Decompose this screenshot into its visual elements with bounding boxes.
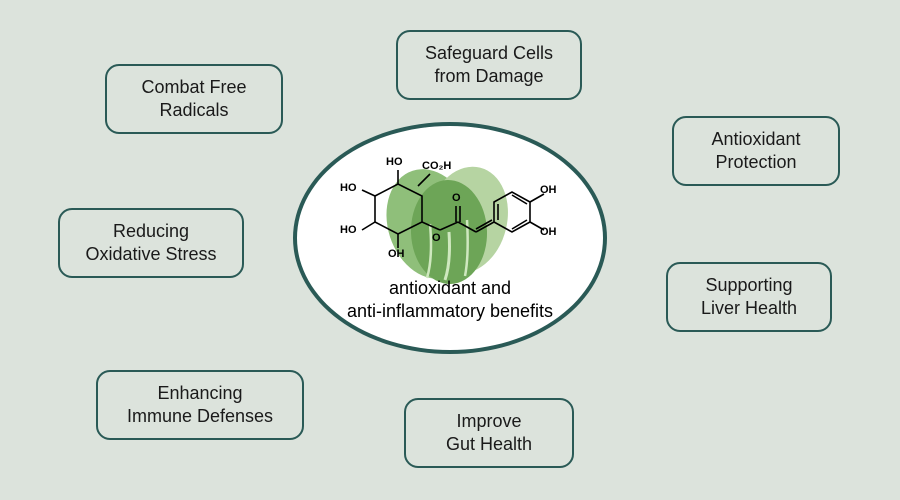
benefit-line2: Liver Health [701,298,797,318]
benefit-line1: Antioxidant [711,129,800,149]
benefit-box-antioxidant-protection: Antioxidant Protection [672,116,840,186]
benefit-line2: Protection [715,152,796,172]
center-caption: antioxidant and anti-inflammatory benefi… [347,277,553,322]
benefit-line1: Reducing [113,221,189,241]
benefit-box-improve-gut: Improve Gut Health [404,398,574,468]
benefit-box-enhancing-immune: Enhancing Immune Defenses [96,370,304,440]
mol-label-ohring1: OH [540,226,557,238]
center-line2: anti-inflammatory benefits [347,301,553,321]
mol-label-ho2: HO [340,182,357,194]
mol-label-ho: HO [386,156,403,168]
benefit-box-reducing-oxidative: Reducing Oxidative Stress [58,208,244,278]
mol-label-co2h: CO₂H [422,160,451,172]
benefit-box-combat-free-radicals: Combat Free Radicals [105,64,283,134]
mol-label-oh1: OH [388,248,405,260]
benefit-line2: Immune Defenses [127,406,273,426]
benefit-line1: Combat Free [141,77,246,97]
mol-label-dblo: O [452,192,461,204]
benefit-line2: Gut Health [446,434,532,454]
molecule-structure: HO CO₂H HO HO OH O O OH OH [340,156,560,276]
benefit-line2: from Damage [434,66,543,86]
benefit-box-supporting-liver: Supporting Liver Health [666,262,832,332]
benefit-line2: Radicals [159,100,228,120]
center-line1: antioxidant and [389,278,511,298]
benefit-line1: Enhancing [157,383,242,403]
center-oval: HO CO₂H HO HO OH O O OH OH antioxidant a… [293,122,607,354]
mol-label-ho3: HO [340,224,357,236]
benefit-box-safeguard-cells: Safeguard Cells from Damage [396,30,582,100]
benefit-line2: Oxidative Stress [85,244,216,264]
benefit-line1: Supporting [705,275,792,295]
mol-label-ohring2: OH [540,184,557,196]
benefit-line1: Improve [456,411,521,431]
benefit-line1: Safeguard Cells [425,43,553,63]
mol-label-o: O [432,232,441,244]
